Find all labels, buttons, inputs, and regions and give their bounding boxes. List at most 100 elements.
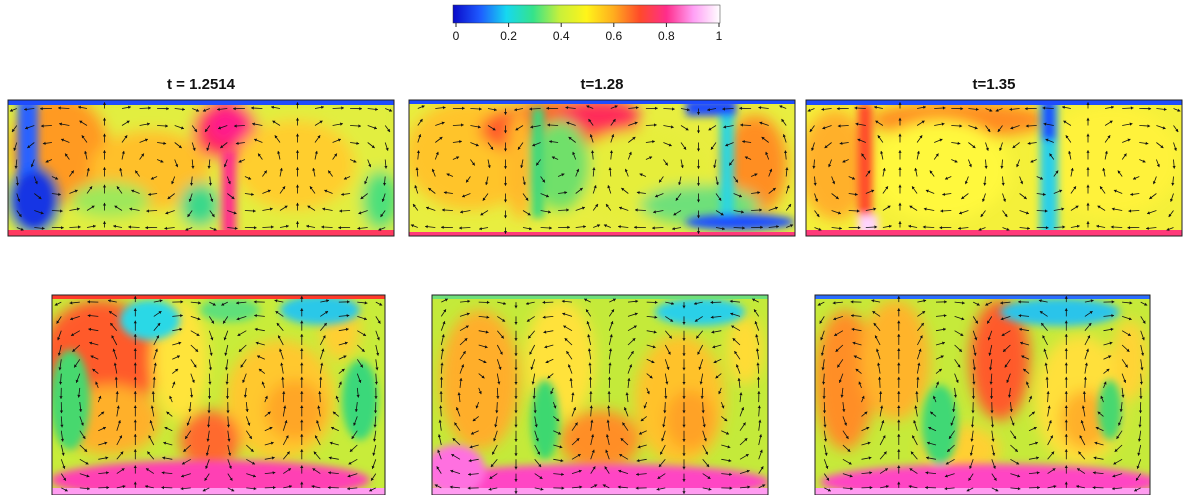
velocity-arrowhead <box>249 435 252 439</box>
velocity-arrowhead <box>24 107 27 111</box>
velocity-arrowhead <box>882 435 886 439</box>
velocity-arrowhead <box>162 456 166 460</box>
velocity-arrowhead <box>117 420 121 424</box>
velocity-arrowhead <box>923 207 927 211</box>
velocity-arrowhead <box>273 486 276 490</box>
velocity-arrowhead <box>251 192 254 196</box>
velocity-arrowhead <box>87 487 90 491</box>
velocity-arrowhead <box>685 127 689 131</box>
velocity-arrowhead <box>876 348 879 352</box>
velocity-arrowhead <box>276 323 280 326</box>
velocity-arrowhead <box>129 207 133 211</box>
velocity-arrowhead <box>660 451 663 455</box>
velocity-arrowhead <box>1027 141 1031 145</box>
velocity-arrowhead <box>468 459 472 463</box>
velocity-arrowhead <box>358 124 361 128</box>
velocity-arrowhead <box>514 353 518 356</box>
velocity-arrowhead <box>248 176 252 180</box>
velocity-arrowhead <box>1027 226 1030 230</box>
velocity-arrowhead <box>866 426 870 430</box>
velocity-arrowhead <box>465 325 469 329</box>
velocity-arrowhead <box>228 452 232 456</box>
velocity-arrowhead <box>836 107 840 111</box>
velocity-arrowhead <box>438 419 442 423</box>
velocity-arrowhead <box>853 355 857 359</box>
velocity-arrowhead <box>15 182 19 186</box>
velocity-arrowhead <box>503 112 508 115</box>
velocity-arrowhead <box>166 411 170 415</box>
velocity-arrowhead <box>949 435 952 439</box>
velocity-arrowhead <box>147 122 150 126</box>
velocity-arrowhead <box>332 411 336 415</box>
velocity-arrowhead <box>586 309 589 313</box>
velocity-arrowhead <box>561 486 565 490</box>
velocity-arrowhead <box>373 410 378 414</box>
velocity-arrowhead <box>992 465 996 469</box>
velocity-arrowhead <box>909 468 913 472</box>
velocity-arrowhead <box>30 164 34 168</box>
velocity-arrowhead <box>471 162 475 166</box>
velocity-arrowhead <box>220 145 224 148</box>
velocity-arrowhead <box>226 424 230 428</box>
velocity-arrowhead <box>1000 165 1004 169</box>
velocity-arrowhead <box>720 212 724 216</box>
velocity-arrowhead <box>257 355 261 359</box>
velocity-arrowhead <box>451 454 455 457</box>
velocity-arrowhead <box>282 186 286 190</box>
velocity-arrowhead <box>813 182 817 186</box>
velocity-arrowhead <box>223 337 227 341</box>
velocity-arrowhead <box>364 181 368 185</box>
velocity-arrowhead <box>328 471 331 475</box>
velocity-arrowhead <box>104 441 108 445</box>
velocity-arrowhead <box>92 368 96 372</box>
velocity-arrowhead <box>1044 362 1048 366</box>
velocity-arrowhead <box>666 366 670 370</box>
velocity-arrowhead <box>492 451 495 455</box>
velocity-arrowhead <box>180 126 184 130</box>
velocity-arrowhead <box>710 146 714 150</box>
velocity-arrowhead <box>529 351 533 355</box>
velocity-arrowhead <box>160 159 164 163</box>
velocity-arrowhead <box>551 156 555 160</box>
velocity-arrowhead <box>990 410 994 414</box>
velocity-arrowhead <box>530 366 534 370</box>
velocity-arrowhead <box>88 327 92 331</box>
velocity-arrowhead <box>822 126 826 130</box>
velocity-arrowhead <box>1162 126 1166 130</box>
velocity-arrowhead <box>667 351 671 355</box>
velocity-arrowhead <box>826 477 829 481</box>
velocity-arrowhead <box>300 419 304 423</box>
velocity-arrowhead <box>114 376 118 380</box>
velocity-arrowhead <box>133 481 137 485</box>
velocity-arrowhead <box>89 186 93 190</box>
velocity-arrowhead <box>989 108 993 112</box>
velocity-arrowhead <box>857 226 861 230</box>
velocity-arrowhead <box>961 196 965 199</box>
velocity-arrowhead <box>92 224 96 228</box>
velocity-arrowhead <box>1023 368 1027 372</box>
velocity-arrowhead <box>1080 420 1084 424</box>
velocity-arrowhead <box>682 322 686 325</box>
velocity-arrowhead <box>757 191 761 195</box>
velocity-arrowhead <box>722 227 725 231</box>
velocity-arrowhead <box>825 465 829 469</box>
velocity-arrowhead <box>848 461 852 465</box>
velocity-arrowhead <box>682 453 686 456</box>
velocity-arrowhead <box>1019 327 1022 331</box>
velocity-arrowhead <box>213 227 217 231</box>
velocity-arrowhead <box>221 302 225 306</box>
velocity-arrowhead <box>874 105 877 109</box>
velocity-arrowhead <box>910 451 914 455</box>
velocity-arrowhead <box>760 466 764 470</box>
velocity-arrowhead <box>106 486 110 490</box>
velocity-arrowhead <box>754 173 758 177</box>
velocity-arrowhead <box>636 459 640 463</box>
velocity-arrowhead <box>1046 391 1050 394</box>
velocity-arrowhead <box>316 420 320 424</box>
velocity-arrowhead <box>962 301 965 305</box>
velocity-arrowhead <box>1004 364 1008 368</box>
velocity-arrowhead <box>317 135 321 139</box>
velocity-arrowhead <box>354 409 358 412</box>
velocity-arrowhead <box>176 355 180 359</box>
velocity-arrowhead <box>58 367 62 371</box>
